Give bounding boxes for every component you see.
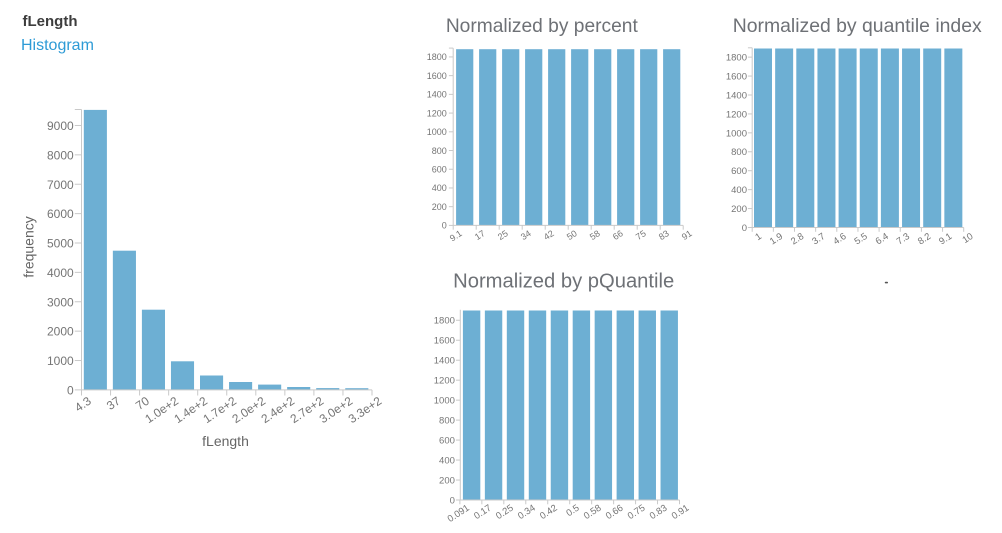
svg-text:1.9: 1.9 <box>768 231 785 247</box>
svg-text:9000: 9000 <box>47 119 74 133</box>
svg-text:58: 58 <box>588 228 602 242</box>
svg-text:42: 42 <box>542 228 556 242</box>
svg-text:75: 75 <box>634 228 648 242</box>
svg-text:800: 800 <box>432 146 447 156</box>
svg-text:3.7: 3.7 <box>810 231 827 247</box>
svg-text:34: 34 <box>519 228 533 242</box>
svg-text:2.8: 2.8 <box>789 231 806 247</box>
svg-text:1400: 1400 <box>434 356 455 367</box>
svg-text:400: 400 <box>731 185 747 196</box>
svg-text:0: 0 <box>742 223 747 234</box>
svg-text:83: 83 <box>657 228 671 242</box>
svg-text:66: 66 <box>611 228 625 242</box>
svg-text:frequency: frequency <box>21 216 37 277</box>
svg-text:1000: 1000 <box>427 127 447 137</box>
svg-text:8000: 8000 <box>47 148 74 162</box>
svg-text:7.3: 7.3 <box>895 231 912 247</box>
svg-text:25: 25 <box>496 228 510 242</box>
svg-text:fLength: fLength <box>202 433 249 449</box>
svg-text:1200: 1200 <box>427 108 447 118</box>
svg-text:3000: 3000 <box>47 295 74 309</box>
svg-text:4000: 4000 <box>47 266 74 280</box>
svg-text:Histogram: Histogram <box>21 37 94 54</box>
svg-text:0.17: 0.17 <box>472 503 494 522</box>
svg-text:9.1: 9.1 <box>448 228 464 243</box>
svg-text:1400: 1400 <box>427 90 447 100</box>
svg-text:1200: 1200 <box>726 109 747 120</box>
svg-text:37: 37 <box>104 394 123 413</box>
svg-text:0: 0 <box>442 221 447 231</box>
svg-text:600: 600 <box>432 164 447 174</box>
svg-text:1: 1 <box>753 231 763 243</box>
svg-text:5.5: 5.5 <box>853 231 870 247</box>
svg-text:800: 800 <box>731 147 747 158</box>
svg-text:200: 200 <box>439 475 455 486</box>
svg-text:1600: 1600 <box>434 336 455 347</box>
svg-text:2000: 2000 <box>47 325 74 339</box>
svg-text:600: 600 <box>731 166 747 177</box>
svg-text:3.3e+2: 3.3e+2 <box>346 394 385 426</box>
svg-text:1000: 1000 <box>726 128 747 139</box>
svg-text:1800: 1800 <box>726 53 747 64</box>
svg-text:0.34: 0.34 <box>516 503 538 522</box>
svg-text:17: 17 <box>473 228 487 242</box>
svg-text:9.1: 9.1 <box>937 231 954 247</box>
svg-text:4.3: 4.3 <box>72 394 94 415</box>
svg-text:400: 400 <box>432 183 447 193</box>
svg-text:fLength: fLength <box>23 13 78 30</box>
svg-text:0.66: 0.66 <box>604 503 626 522</box>
svg-text:0.91: 0.91 <box>670 503 692 522</box>
svg-text:50: 50 <box>565 228 579 242</box>
svg-text:10: 10 <box>960 231 975 246</box>
svg-text:0: 0 <box>450 495 455 506</box>
svg-text:0.83: 0.83 <box>648 503 670 522</box>
svg-text:1800: 1800 <box>427 52 447 62</box>
svg-text:1200: 1200 <box>434 376 455 387</box>
svg-text:4.6: 4.6 <box>831 231 848 247</box>
svg-text:0.75: 0.75 <box>626 503 648 522</box>
svg-text:6000: 6000 <box>47 207 74 221</box>
svg-text:1000: 1000 <box>47 354 74 368</box>
svg-text:400: 400 <box>439 455 455 466</box>
svg-text:1600: 1600 <box>726 71 747 82</box>
svg-text:Normalized by percent: Normalized by percent <box>446 16 639 37</box>
svg-text:6.4: 6.4 <box>874 231 891 247</box>
svg-text:200: 200 <box>731 204 747 215</box>
svg-text:0: 0 <box>67 384 74 398</box>
svg-text:0.58: 0.58 <box>582 503 604 522</box>
svg-text:Normalized by pQuantile: Normalized by pQuantile <box>453 271 674 293</box>
svg-text:8.2: 8.2 <box>916 231 933 247</box>
svg-text:0.42: 0.42 <box>538 503 560 522</box>
svg-text:91: 91 <box>680 228 694 242</box>
svg-text:1600: 1600 <box>427 71 447 81</box>
svg-text:1000: 1000 <box>434 396 455 407</box>
svg-text:200: 200 <box>432 202 447 212</box>
svg-text:7000: 7000 <box>47 178 74 192</box>
svg-text:0.5: 0.5 <box>564 503 581 519</box>
svg-text:5000: 5000 <box>47 237 74 251</box>
svg-text:800: 800 <box>439 416 455 427</box>
svg-text:0.25: 0.25 <box>494 503 516 522</box>
svg-text:Normalized by quantile index: Normalized by quantile index <box>733 15 982 37</box>
svg-text:1400: 1400 <box>726 90 747 101</box>
svg-text:600: 600 <box>439 436 455 447</box>
svg-text:1800: 1800 <box>434 316 455 327</box>
